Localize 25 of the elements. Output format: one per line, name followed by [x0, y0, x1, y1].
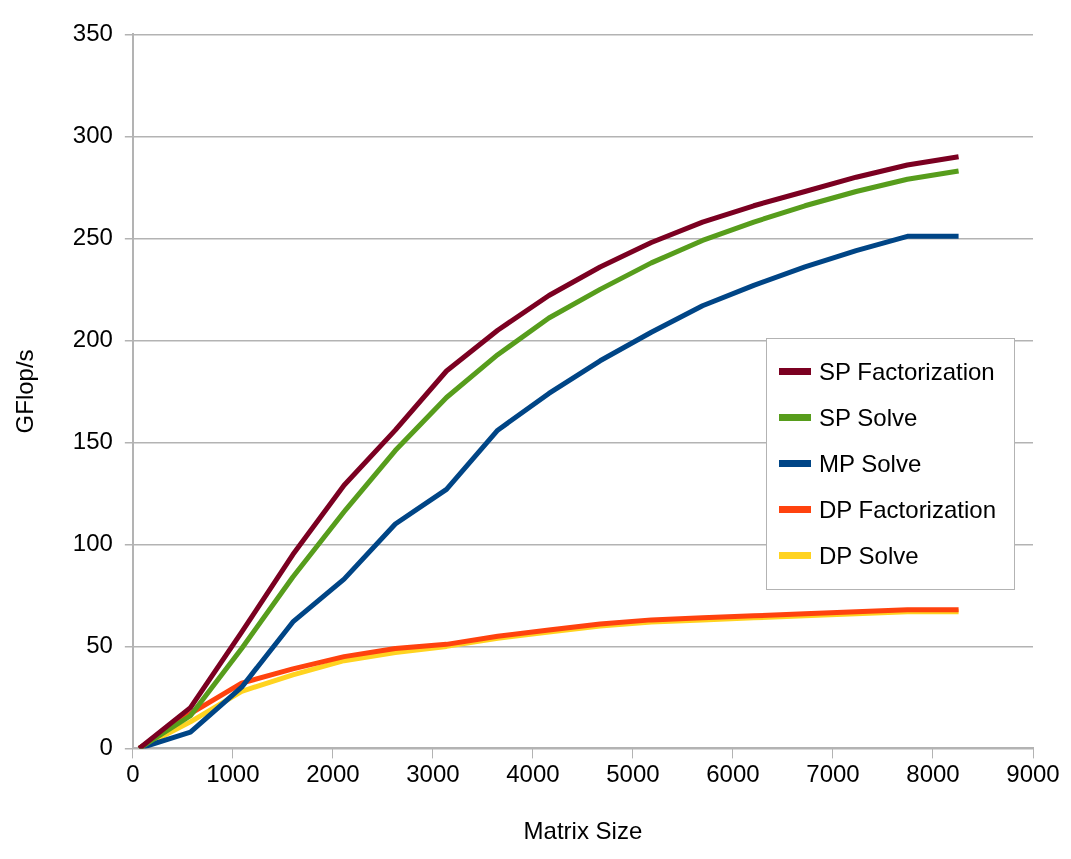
legend-label: SP Solve [819, 403, 918, 432]
x-tick-label: 7000 [806, 760, 860, 788]
y-tick-label: 350 [72, 19, 113, 47]
x-tick-label: 5000 [606, 760, 660, 788]
x-tick-label: 2000 [306, 760, 360, 788]
x-tick-label: 0 [126, 760, 140, 788]
x-axis-title: Matrix Size [523, 817, 643, 845]
legend-label: SP Factorization [819, 357, 995, 386]
y-axis-title: GFlop/s [11, 349, 39, 434]
legend-label: MP Solve [819, 449, 922, 478]
y-tick-label: 250 [72, 223, 113, 251]
x-tick-label: 8000 [906, 760, 960, 788]
y-tick-label: 0 [99, 733, 113, 761]
x-tick-label: 1000 [206, 760, 260, 788]
x-tick-label: 4000 [506, 760, 560, 788]
legend-label: DP Solve [819, 541, 919, 570]
x-tick-label: 9000 [1006, 760, 1060, 788]
y-tick-label: 50 [86, 631, 113, 659]
y-tick-label: 100 [72, 529, 113, 557]
y-tick-label: 150 [72, 427, 113, 455]
y-tick-label: 200 [72, 325, 113, 353]
x-tick-label: 3000 [406, 760, 460, 788]
x-tick-label: 6000 [706, 760, 760, 788]
legend-label: DP Factorization [819, 495, 996, 524]
y-tick-label: 300 [72, 121, 113, 149]
